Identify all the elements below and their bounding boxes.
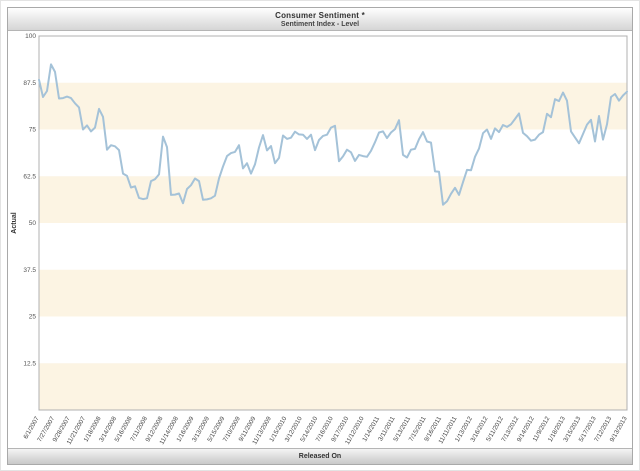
svg-text:25: 25 bbox=[29, 314, 37, 321]
svg-text:37.5: 37.5 bbox=[23, 267, 36, 274]
svg-text:12.5: 12.5 bbox=[23, 360, 36, 367]
x-axis-title-bar: Released On bbox=[8, 448, 632, 464]
chart-subtitle: Sentiment Index - Level bbox=[280, 21, 360, 28]
svg-text:75: 75 bbox=[29, 127, 37, 134]
chart-title: Consumer Sentiment * bbox=[275, 11, 365, 20]
x-axis-title: Released On bbox=[298, 453, 342, 460]
chart-header: Consumer Sentiment * Sentiment Index - L… bbox=[8, 8, 632, 31]
svg-text:62.5: 62.5 bbox=[23, 173, 36, 180]
svg-text:87.5: 87.5 bbox=[23, 80, 36, 87]
svg-text:100: 100 bbox=[25, 33, 36, 40]
sentiment-line-chart: 10087.57562.55037.52512.5Actual6/1/20077… bbox=[11, 33, 629, 446]
svg-text:50: 50 bbox=[29, 220, 37, 227]
chart-window: Consumer Sentiment * Sentiment Index - L… bbox=[7, 7, 633, 465]
plot-region: 100 87.5 75 62.5 50 37.5 25 12.5 Actual 6/1/2007 7… bbox=[8, 31, 632, 448]
svg-text:Actual: Actual bbox=[11, 212, 18, 233]
